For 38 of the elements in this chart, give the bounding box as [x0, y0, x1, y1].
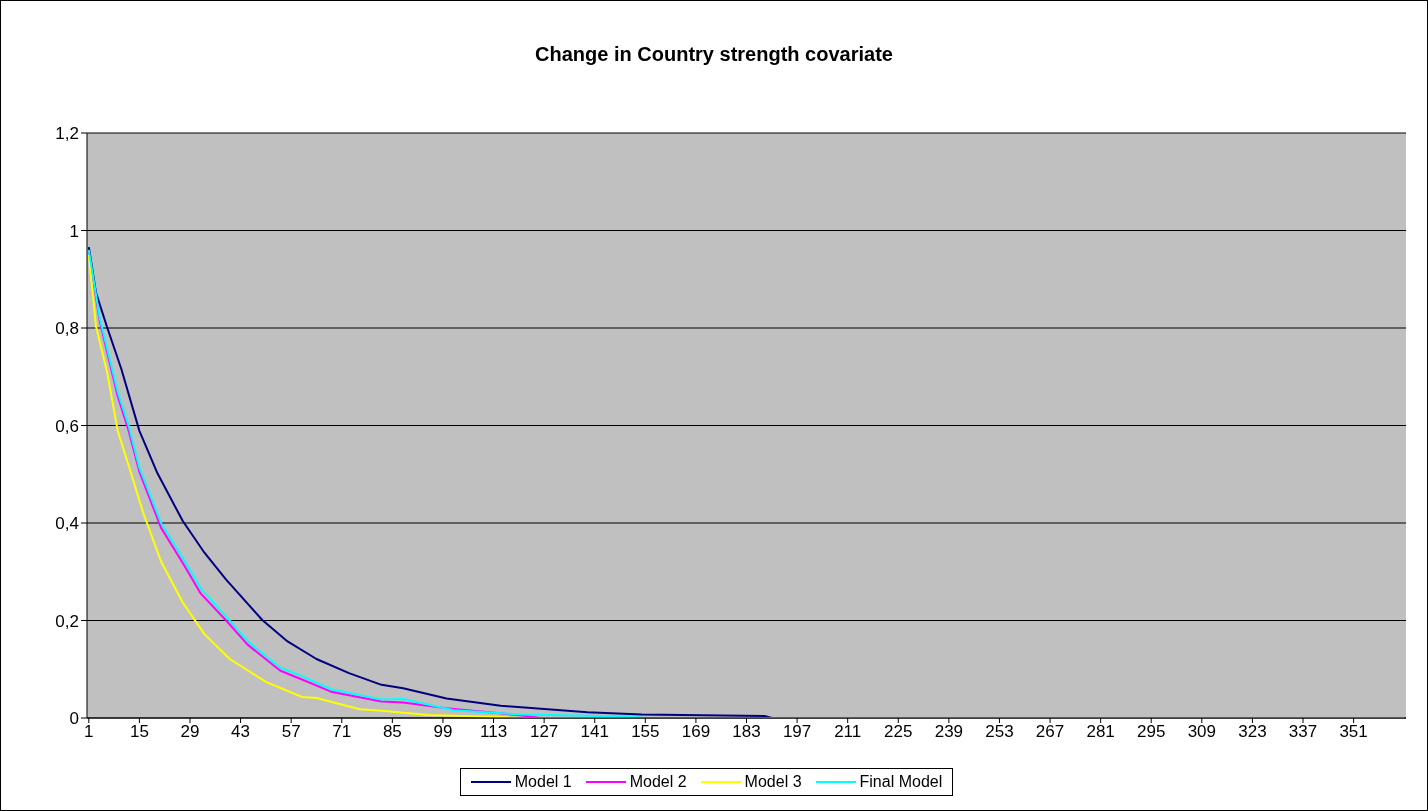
x-tick-label: 29	[180, 722, 200, 742]
chart-title: Change in Country strength covariate	[534, 43, 894, 66]
y-tick-label: 0,6	[55, 416, 79, 436]
x-tick-label: 309	[1187, 722, 1217, 742]
x-tick-label: 183	[732, 722, 761, 742]
x-tick-label: 15	[129, 722, 149, 742]
x-tick-label: 267	[1035, 722, 1065, 742]
legend-label: Model 2	[628, 773, 687, 791]
y-tick-label: 1	[69, 221, 79, 241]
legend-label: Model 3	[743, 773, 802, 791]
x-tick-label: 225	[884, 722, 913, 742]
x-tick-label: 141	[580, 722, 609, 742]
x-tick-label: 99	[433, 722, 453, 742]
x-tick-label: 1	[84, 722, 94, 742]
x-tick-label: 239	[934, 722, 964, 742]
legend-label: Final Model	[858, 773, 943, 791]
x-tick-label: 127	[529, 722, 559, 742]
x-tick-label: 85	[382, 722, 402, 742]
x-tick-label: 295	[1137, 722, 1166, 742]
x-tick-label: 281	[1086, 722, 1115, 742]
y-tick-label: 0,2	[55, 611, 79, 631]
x-tick-label: 211	[834, 722, 862, 742]
x-tick-label: 323	[1238, 722, 1267, 742]
x-tick-label: 351	[1339, 722, 1368, 742]
x-tick-label: 337	[1288, 722, 1318, 742]
y-tick-label: 1,2	[55, 124, 79, 144]
x-tick-label: 71	[332, 722, 352, 742]
x-tick-label: 57	[281, 722, 301, 742]
y-tick-label: 0,4	[55, 514, 79, 534]
x-tick-label: 169	[681, 722, 711, 742]
x-tick-label: 197	[782, 722, 812, 742]
y-tick-label: 0	[69, 709, 79, 729]
x-tick-label: 253	[985, 722, 1014, 742]
y-tick-label: 0,8	[55, 319, 79, 339]
x-tick-label: 155	[631, 722, 660, 742]
legend-label: Model 1	[513, 773, 572, 791]
x-tick-label: 113	[479, 722, 508, 742]
x-tick-label: 43	[231, 722, 251, 742]
